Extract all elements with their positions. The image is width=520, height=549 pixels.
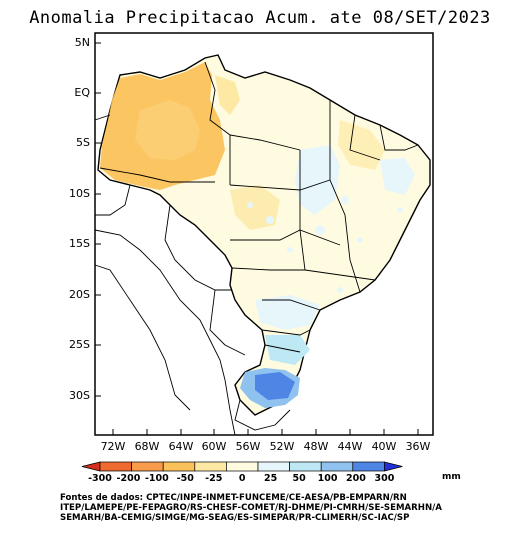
wet-region-south (265, 335, 310, 365)
source-line: SEMARH/BA-CEMIG/SIMGE/MG-SEAG/ES-SIMEPAR… (60, 513, 410, 523)
lat-label: 20S (69, 288, 90, 301)
wet-region-southeast (255, 295, 320, 330)
lat-label: 5N (74, 36, 90, 49)
lat-ticks (95, 42, 101, 397)
colorbar-tick-label: -300 (88, 473, 112, 484)
colorbar-tick-label: -25 (205, 473, 223, 484)
lon-label: 52W (269, 440, 295, 453)
colorbar-tick-label: 200 (346, 473, 366, 484)
colorbar-tick-label: 50 (292, 473, 306, 484)
lon-label: 40W (371, 440, 397, 453)
lon-label: 36W (405, 440, 431, 453)
colorbar-tick-label: -100 (144, 473, 169, 484)
lon-label: 72W (100, 440, 126, 453)
lat-label: 5S (76, 136, 90, 149)
colorbar-tick-label: 100 (317, 473, 338, 484)
data-sources: Fontes de dados: CPTEC/INPE-INMET-FUNCEM… (60, 493, 510, 523)
lon-label: 56W (235, 440, 261, 453)
source-line: Fontes de dados: CPTEC/INPE-INMET-FUNCEM… (60, 493, 407, 503)
wet-region-central (295, 145, 340, 215)
lon-ticks (112, 429, 419, 435)
colorbar-tick-label: 300 (374, 473, 395, 484)
moderate-dry-region (135, 100, 200, 160)
colorbar-tick-label: -200 (116, 473, 141, 484)
lat-label: 30S (69, 389, 90, 402)
lon-label: 60W (201, 440, 227, 453)
speckles (247, 196, 403, 293)
colorbar-tick-label: 0 (238, 473, 246, 484)
colorbar-unit: mm (442, 472, 461, 482)
very-wet-region-rs (255, 372, 295, 400)
lon-label: 44W (337, 440, 363, 453)
lon-label: 68W (134, 440, 160, 453)
map-title: Anomalia Precipitacao Acum. ate 08/SET/2… (29, 8, 491, 28)
lon-label: 64W (168, 440, 194, 453)
lon-label: 48W (303, 440, 329, 453)
lat-label: 15S (69, 237, 90, 250)
lat-label: 25S (69, 338, 90, 351)
state-borders (99, 61, 419, 353)
colorbar-tick-label: 25 (264, 473, 278, 484)
wet-region-bahia (380, 158, 415, 195)
source-line: ITEP/LAMEPE/PE-FEPAGRO/RS-CHESF-COMET/RJ… (60, 503, 442, 513)
lat-label: 10S (69, 187, 90, 200)
neighbour-borders (94, 114, 291, 436)
lat-label: EQ (74, 86, 90, 99)
colorbar-tick-label: -50 (176, 473, 194, 484)
light-dry-region (215, 75, 240, 115)
